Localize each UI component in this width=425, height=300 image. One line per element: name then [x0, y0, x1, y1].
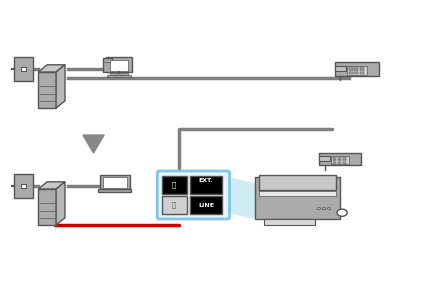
Bar: [190, 196, 222, 214]
Text: LINE: LINE: [198, 202, 214, 208]
Bar: [264, 219, 314, 225]
Bar: [349, 69, 353, 71]
Bar: [162, 176, 187, 194]
Bar: [360, 72, 364, 74]
Bar: [349, 72, 353, 74]
Bar: [347, 66, 366, 75]
Bar: [333, 159, 336, 161]
Polygon shape: [38, 182, 65, 189]
Bar: [335, 66, 346, 71]
Bar: [337, 157, 341, 159]
Polygon shape: [56, 182, 65, 225]
Polygon shape: [38, 65, 65, 72]
Circle shape: [327, 207, 331, 210]
Bar: [100, 175, 130, 189]
Bar: [14, 174, 33, 198]
Bar: [103, 58, 111, 72]
Bar: [354, 72, 358, 74]
Bar: [360, 69, 364, 71]
Bar: [38, 72, 56, 108]
Circle shape: [337, 209, 347, 216]
Polygon shape: [56, 65, 65, 108]
Bar: [319, 153, 361, 165]
Text: 🔌: 🔌: [172, 202, 176, 208]
Bar: [335, 62, 379, 76]
Bar: [333, 162, 336, 164]
Bar: [162, 196, 187, 214]
Polygon shape: [83, 135, 104, 153]
Circle shape: [317, 207, 320, 210]
Bar: [105, 57, 133, 72]
Bar: [337, 159, 341, 161]
Bar: [98, 189, 131, 191]
Text: EXT.: EXT.: [199, 178, 213, 183]
Bar: [259, 175, 336, 190]
Bar: [259, 191, 336, 196]
Bar: [333, 157, 336, 159]
Bar: [343, 157, 346, 159]
Circle shape: [322, 207, 326, 210]
Bar: [110, 60, 128, 70]
Bar: [343, 162, 346, 164]
Bar: [20, 184, 26, 188]
Bar: [38, 189, 56, 225]
Bar: [319, 156, 329, 161]
Bar: [103, 177, 127, 188]
Bar: [337, 162, 341, 164]
Bar: [331, 156, 349, 164]
Bar: [354, 69, 358, 71]
Bar: [360, 67, 364, 68]
Bar: [343, 159, 346, 161]
Bar: [14, 57, 33, 81]
Bar: [110, 73, 128, 74]
FancyBboxPatch shape: [157, 171, 230, 219]
Bar: [107, 74, 131, 77]
Bar: [255, 177, 340, 219]
Bar: [354, 67, 358, 68]
Bar: [20, 67, 26, 71]
Polygon shape: [227, 177, 255, 219]
Bar: [349, 67, 353, 68]
Text: 📞: 📞: [172, 182, 176, 188]
Bar: [190, 176, 222, 194]
